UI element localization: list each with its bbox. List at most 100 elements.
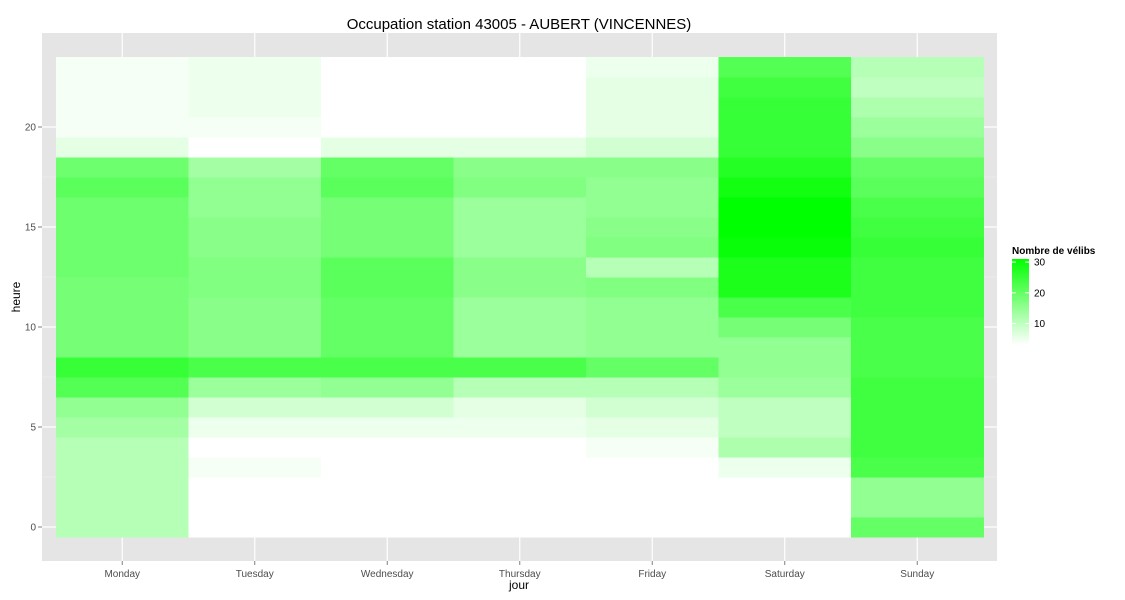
heatmap-cell	[586, 477, 719, 498]
heatmap-cell	[56, 137, 189, 158]
heatmap-cell	[718, 317, 852, 338]
heatmap-cell	[851, 357, 984, 378]
heatmap-cell	[188, 157, 322, 178]
heatmap-cell	[188, 177, 322, 198]
heatmap-cell	[851, 297, 984, 318]
heatmap-cell	[453, 397, 587, 418]
heatmap-cell	[453, 477, 587, 498]
heatmap-cell	[56, 457, 189, 478]
heatmap-cell	[718, 457, 852, 478]
heatmap-cell	[851, 457, 984, 478]
legend-tick-label: 30	[1034, 258, 1046, 269]
heatmap-cell	[718, 477, 852, 498]
heatmap-cell	[453, 97, 587, 118]
heatmap-cell	[56, 437, 189, 458]
heatmap-cell	[188, 397, 322, 418]
heatmap-cell	[586, 377, 719, 398]
heatmap-cell	[453, 277, 587, 298]
heatmap-cell	[56, 297, 189, 318]
heatmap-cell	[188, 57, 322, 78]
heatmap-cell	[851, 477, 984, 498]
legend-colorbar	[1012, 259, 1029, 345]
heatmap-cell	[56, 77, 189, 98]
heatmap-cell	[321, 77, 454, 98]
heatmap-cell	[453, 337, 587, 358]
heatmap-cell	[586, 117, 719, 138]
heatmap-cell	[851, 157, 984, 178]
heatmap-cell	[718, 417, 852, 438]
heatmap-cell	[453, 457, 587, 478]
y-tick-label: 10	[25, 323, 37, 334]
heatmap-cell	[718, 437, 852, 458]
heatmap-cell	[851, 377, 984, 398]
heatmap-cell	[586, 437, 719, 458]
heatmap-cell	[718, 377, 852, 398]
heatmap-cell	[188, 197, 322, 218]
heatmap-cell	[718, 397, 852, 418]
heatmap-cell	[586, 277, 719, 298]
heatmap-cell	[718, 137, 852, 158]
y-axis-ticks: 0 5 10 15 20	[25, 123, 42, 534]
heatmap-cell	[453, 217, 587, 238]
heatmap-cell	[718, 117, 852, 138]
heatmap-cell	[321, 357, 454, 378]
x-tick-label: Thursday	[499, 569, 541, 580]
heatmap-cell	[851, 77, 984, 98]
heatmap-cell	[453, 357, 587, 378]
heatmap-cell	[321, 97, 454, 118]
legend-ticks: 10 20 30	[1012, 258, 1046, 330]
heatmap-cell	[453, 437, 587, 458]
heatmap-cell	[586, 517, 719, 538]
heatmap-cell	[321, 457, 454, 478]
heatmap-cell	[586, 157, 719, 178]
heatmap-cell	[851, 337, 984, 358]
heatmap-cell	[321, 117, 454, 138]
heatmap-cell	[188, 477, 322, 498]
heatmap-cell	[321, 497, 454, 518]
legend: Nombre de vélibs 10 20 30	[1012, 246, 1096, 345]
heatmap-cell	[453, 257, 587, 278]
heatmap-cell	[188, 237, 322, 258]
heatmap-cell	[56, 417, 189, 438]
heatmap-cell	[718, 297, 852, 318]
heatmap-cell	[56, 197, 189, 218]
heatmap-cell	[453, 177, 587, 198]
heatmap-cell	[188, 217, 322, 238]
x-tick-label: Wednesday	[361, 569, 414, 580]
heatmap-cell	[321, 437, 454, 458]
heatmap-cell	[851, 177, 984, 198]
heatmap-cell	[56, 177, 189, 198]
heatmap-cell	[586, 217, 719, 238]
heatmap-cell	[453, 137, 587, 158]
heatmap-cell	[188, 257, 322, 278]
heatmap-cell	[718, 517, 852, 538]
heatmap-cell	[453, 297, 587, 318]
heatmap-cell	[586, 97, 719, 118]
heatmap-cell	[851, 217, 984, 238]
heatmap-cell	[188, 337, 322, 358]
heatmap-cell	[718, 257, 852, 278]
heatmap-cell	[851, 437, 984, 458]
heatmap-cell	[321, 417, 454, 438]
heatmap-cell	[586, 237, 719, 258]
heatmap-cell	[188, 97, 322, 118]
heatmap-cell	[586, 297, 719, 318]
heatmap-cell	[56, 517, 189, 538]
heatmap-cell	[188, 117, 322, 138]
heatmap-cell	[453, 317, 587, 338]
heatmap-cell	[586, 457, 719, 478]
heatmap-cell	[453, 417, 587, 438]
heatmap-cell	[56, 357, 189, 378]
heatmap-cell	[586, 337, 719, 358]
heatmap-cell	[321, 137, 454, 158]
heatmap-cell	[56, 317, 189, 338]
heatmap-cell	[453, 517, 587, 538]
x-axis-title: jour	[508, 578, 529, 592]
legend-title: Nombre de vélibs	[1012, 246, 1096, 257]
heatmap-cell	[586, 77, 719, 98]
heatmap-cell	[56, 97, 189, 118]
heatmap-cell	[56, 277, 189, 298]
heatmap-cell	[188, 517, 322, 538]
heatmap-cell	[321, 277, 454, 298]
